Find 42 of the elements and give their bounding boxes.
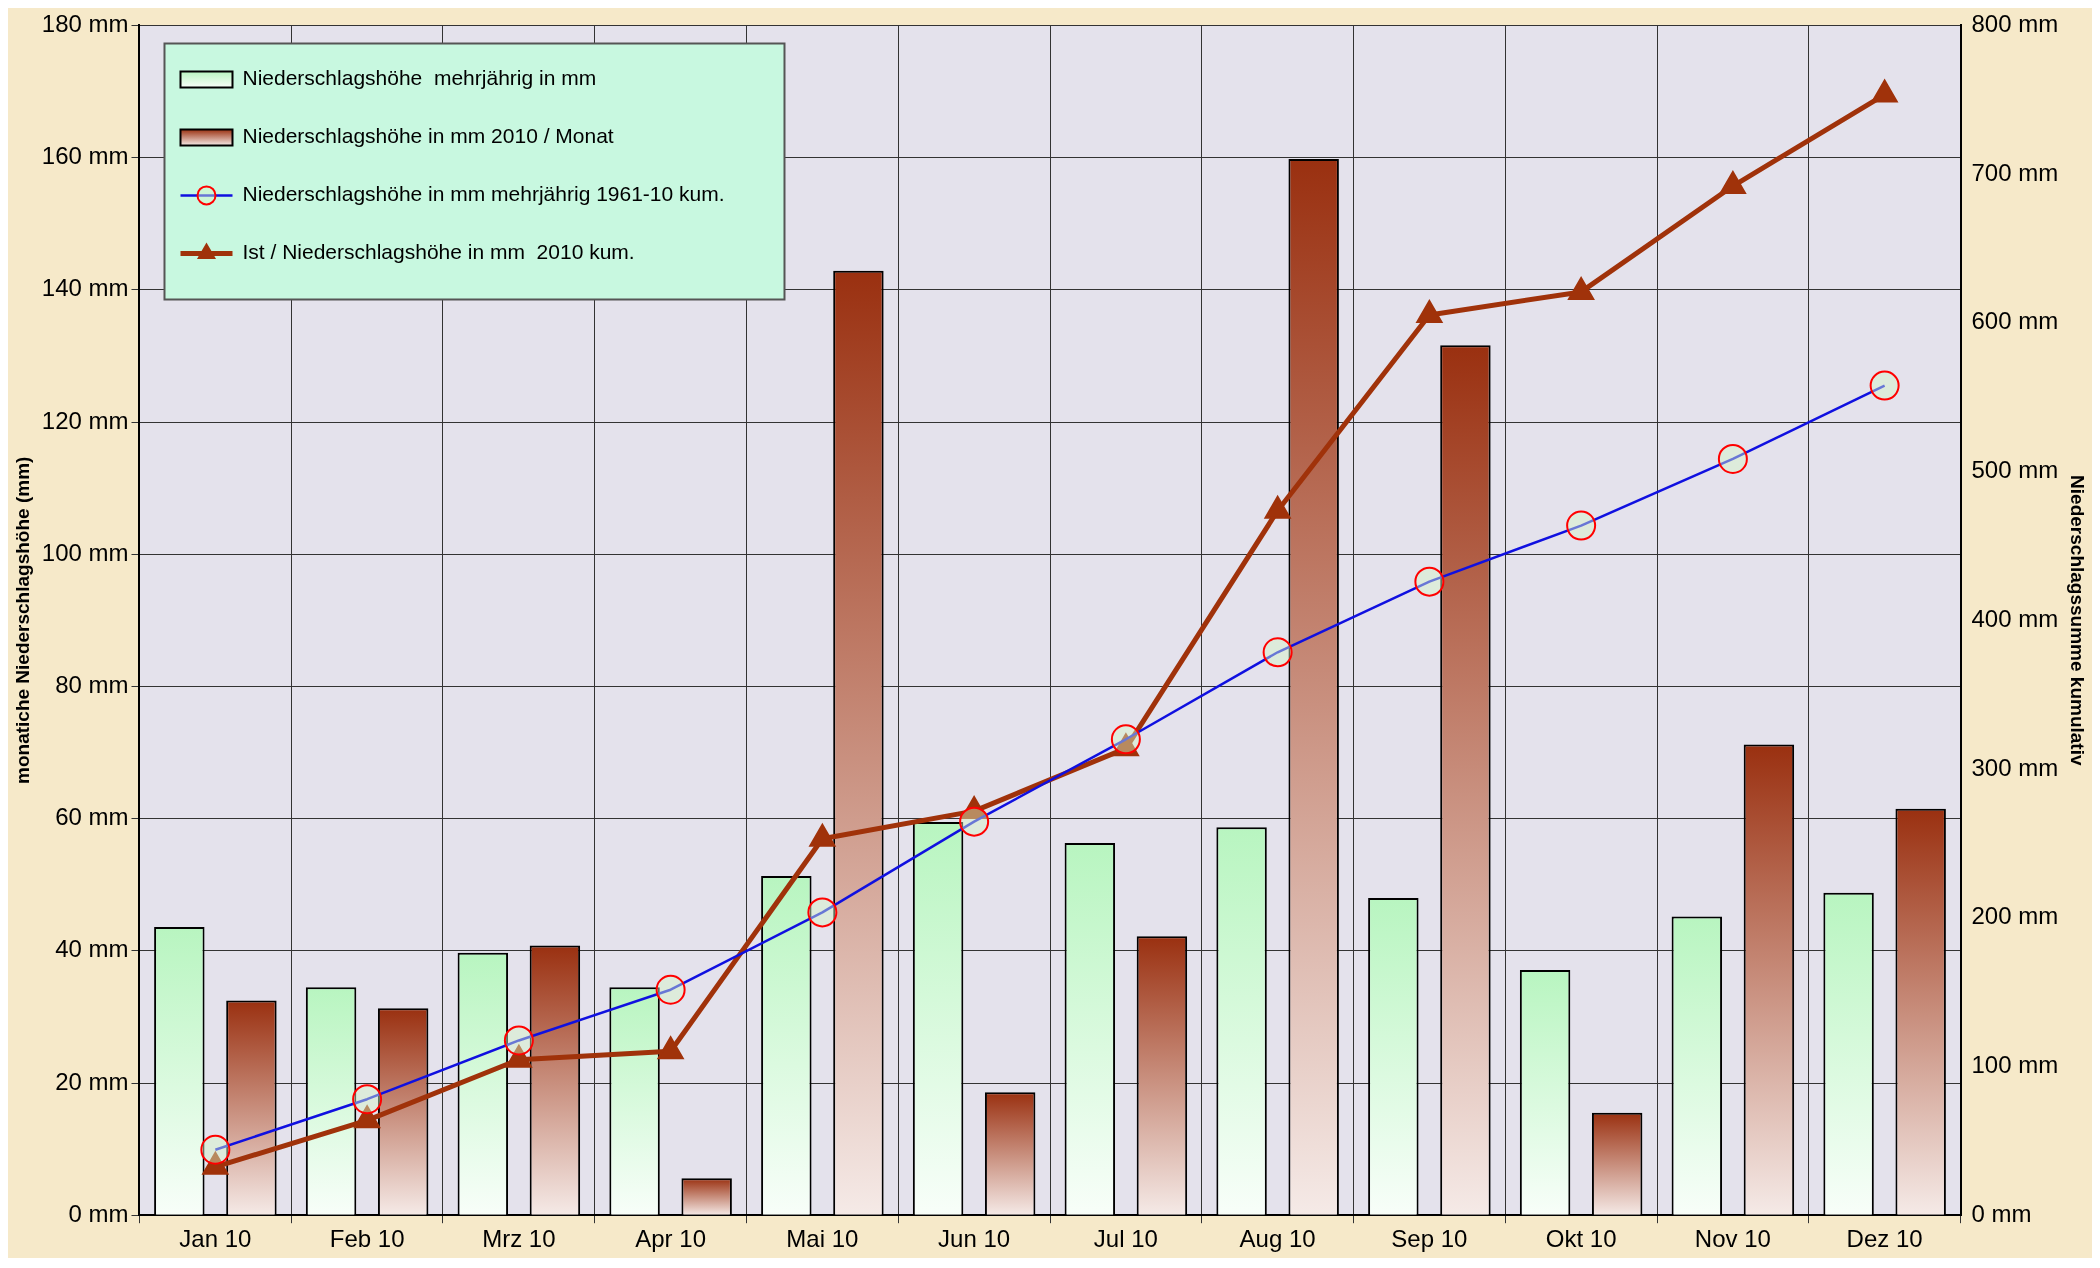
y-tick-label: 40 mm [55, 935, 129, 963]
y-tick-label: 140 mm [41, 274, 129, 302]
point [1416, 299, 1443, 323]
y2-tick-label: 0 mm [1971, 1199, 2032, 1227]
y-tick-label: 160 mm [41, 142, 129, 170]
x-tick-label: Jan 10 [179, 1225, 252, 1253]
point [1719, 171, 1746, 195]
y-tick-label: 20 mm [55, 1067, 129, 1095]
y2-tick-label: 200 mm [1971, 902, 2059, 930]
y2-tick-label: 100 mm [1971, 1051, 2059, 1079]
y2-tick-label: 300 mm [1971, 753, 2059, 781]
x-tick-label: Mrz 10 [482, 1225, 556, 1253]
y-tick-label: 100 mm [41, 538, 129, 566]
legend-label: Niederschlagshöhe mehrjährig in mm [242, 66, 597, 90]
y2-tick-label: 800 mm [1971, 10, 2059, 38]
y-tick-label: 60 mm [55, 803, 129, 831]
legend-label: Niederschlagshöhe in mm 2010 / Monat [242, 124, 614, 148]
x-tick-label: Okt 10 [1545, 1225, 1617, 1253]
x-tick-label: Nov 10 [1694, 1225, 1771, 1253]
x-tick-label: Sep 10 [1391, 1225, 1468, 1253]
point [1871, 79, 1898, 103]
y2-tick-label: 700 mm [1971, 158, 2059, 186]
y-axis-title: monatiche Niederschlagshöhe (mm) [11, 456, 33, 784]
point [1264, 495, 1291, 519]
x-tick-label: Aug 10 [1239, 1225, 1316, 1253]
y-tick-label: 80 mm [55, 671, 129, 699]
y2-tick-label: 400 mm [1971, 604, 2059, 632]
x-tick-label: Apr 10 [635, 1225, 706, 1253]
y2-tick-label: 600 mm [1971, 307, 2059, 335]
x-tick-label: Feb 10 [329, 1225, 405, 1253]
y2-tick-label: 500 mm [1971, 456, 2059, 484]
point [1568, 276, 1595, 300]
y-tick-label: 180 mm [41, 10, 129, 38]
x-tick-label: Jun 10 [938, 1225, 1011, 1253]
y-tick-label: 0 mm [68, 1199, 129, 1227]
y2-axis-title: Niederschlagssumme kumulativ [2067, 475, 2089, 766]
x-tick-label: Mai 10 [786, 1225, 859, 1253]
y-tick-label: 120 mm [41, 406, 129, 434]
legend-label: Niederschlagshöhe in mm mehrjährig 1961-10 kum. [242, 182, 725, 206]
legend-label: Ist / Niederschlagshöhe in mm 2010 kum. [242, 240, 635, 264]
x-tick-label: Dez 10 [1846, 1225, 1923, 1253]
x-tick-label: Jul 10 [1093, 1225, 1158, 1253]
